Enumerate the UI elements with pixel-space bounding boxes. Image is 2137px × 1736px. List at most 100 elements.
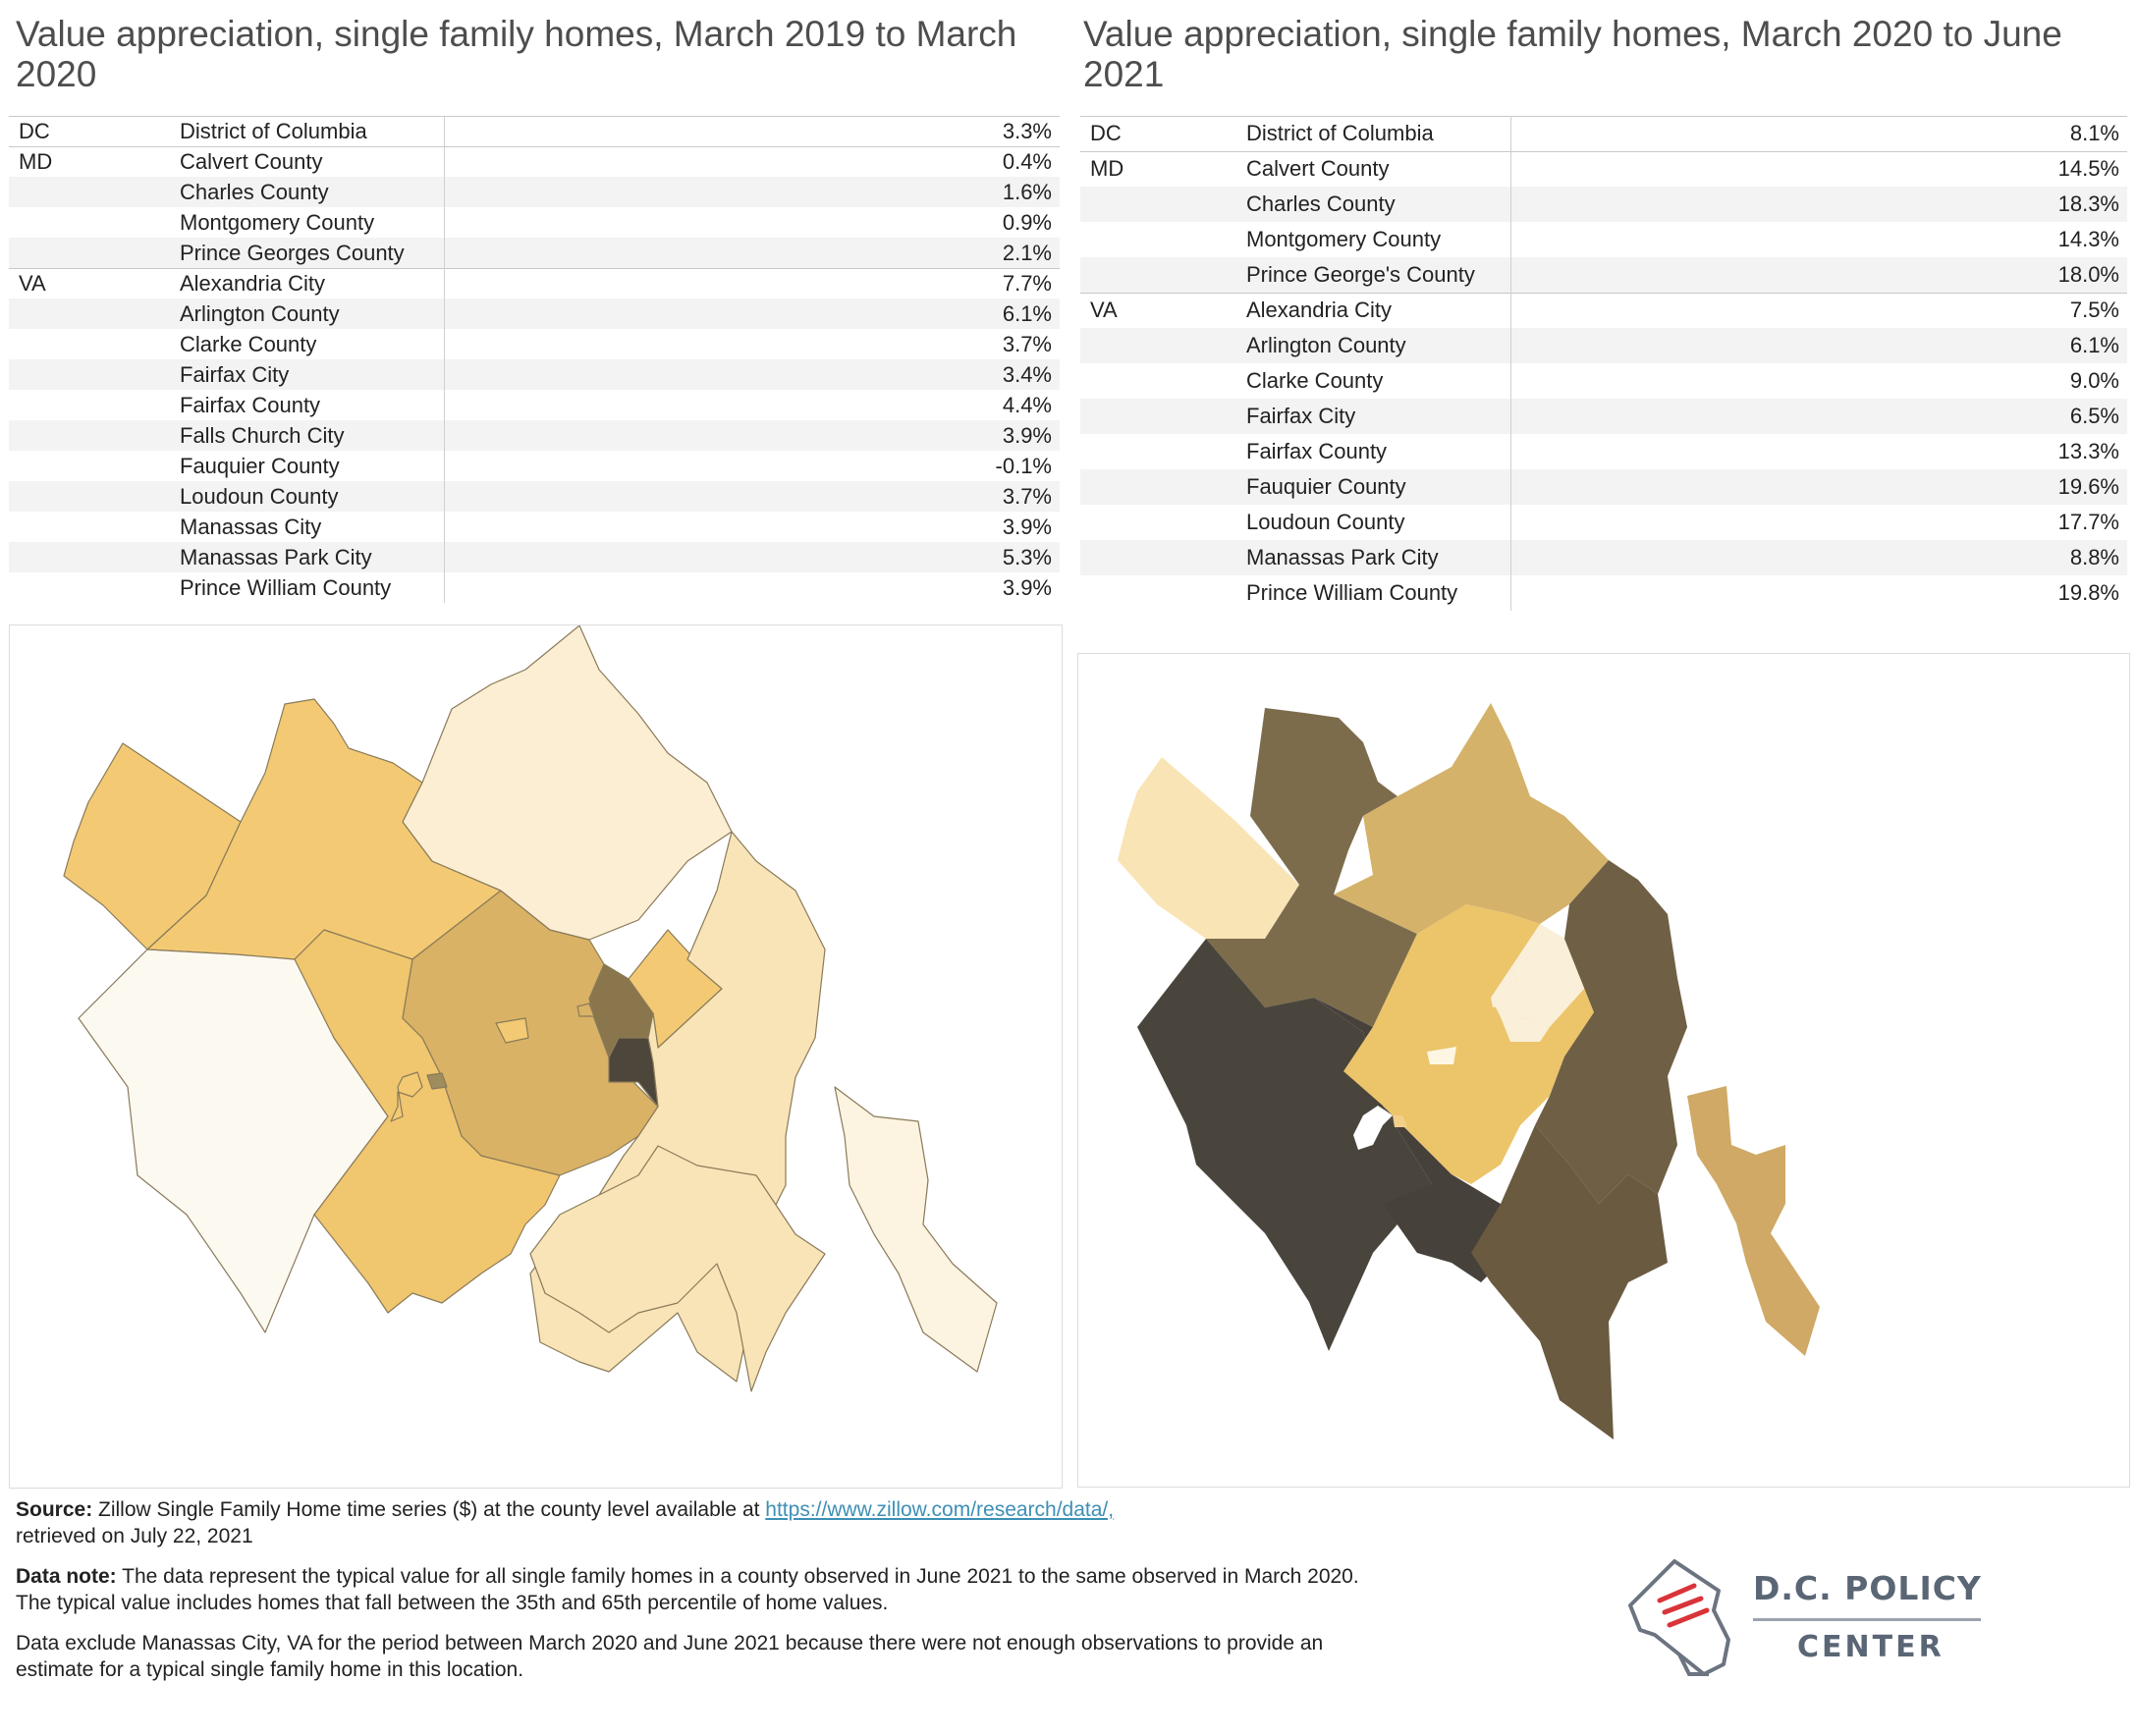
county-name: Loudoun County (1246, 510, 1405, 534)
map-calvert (834, 1086, 998, 1373)
county-value: 6.1% (2069, 333, 2119, 357)
logo-divider (1753, 1618, 1981, 1621)
map-clarke-r (1118, 757, 1299, 939)
county-value: -0.1% (995, 454, 1052, 478)
group-separator (9, 268, 1060, 269)
table-row: Fairfax City 3.4% (9, 359, 1060, 390)
county-name: Clarke County (180, 332, 317, 356)
county-value: 4.4% (1002, 393, 1052, 417)
county-name: Clarke County (1246, 368, 1384, 393)
county-name: Fauquier County (1246, 474, 1406, 499)
county-value: 5.3% (1002, 545, 1052, 570)
county-value: 18.0% (2057, 262, 2119, 287)
table-row: Calvert County 0.4% (9, 146, 1060, 177)
table-row: Clarke County 9.0% (1080, 363, 2127, 399)
county-name: Fairfax County (180, 393, 321, 417)
county-value: 3.4% (1002, 362, 1052, 387)
source-link[interactable]: https://www.zillow.com/research/data/, (765, 1498, 1115, 1521)
county-name: Falls Church City (180, 423, 345, 448)
table-row: Fairfax County 4.4% (9, 390, 1060, 420)
county-value: 19.6% (2057, 474, 2119, 499)
county-name: Calvert County (180, 149, 323, 174)
county-value: 7.7% (1002, 271, 1052, 296)
county-name: Prince William County (1246, 580, 1458, 605)
map-montgomery (402, 625, 733, 941)
table-top-rule (9, 116, 1060, 117)
table-row: District of Columbia 3.3% (9, 116, 1060, 146)
table-row: Fauquier County 19.6% (1080, 469, 2127, 505)
table-row: District of Columbia 8.1% (1080, 116, 2127, 151)
left-table: DC District of Columbia 3.3% MD Calvert Coun… (9, 116, 1060, 607)
map-manassas (390, 1071, 423, 1122)
table-row: Loudoun County 3.7% (9, 481, 1060, 512)
logo-line2: CENTER (1797, 1630, 1945, 1664)
county-name: Fauquier County (180, 454, 340, 478)
table-row: Charles County 18.3% (1080, 187, 2127, 222)
table-row: Alexandria City 7.7% (9, 268, 1060, 298)
footer-source: Source: Zillow Single Family Home time s… (16, 1496, 1371, 1549)
county-name: District of Columbia (180, 119, 367, 143)
footer-data-note: Data note: The data represent the typica… (16, 1563, 1371, 1616)
right-table: DC District of Columbia 8.1% MD Calvert Coun… (1080, 116, 2127, 615)
table-row: Fairfax County 13.3% (1080, 434, 2127, 469)
map-fairfax-city (495, 1017, 529, 1044)
table-row: Montgomery County 14.3% (1080, 222, 2127, 257)
state-label: DC (1090, 121, 1122, 145)
county-name: Fairfax City (180, 362, 290, 387)
group-separator (1080, 151, 2127, 152)
table-row: Prince William County 19.8% (1080, 575, 2127, 611)
county-name: Montgomery County (1246, 227, 1442, 251)
map-prince-georges-r (1535, 860, 1687, 1204)
county-value: 3.9% (1002, 515, 1052, 539)
state-label: MD (1090, 156, 1124, 181)
county-value: 3.9% (1002, 575, 1052, 600)
group-separator (1080, 293, 2127, 294)
map-clarke (63, 742, 242, 950)
source-text: Zillow Single Family Home time series ($… (92, 1498, 766, 1521)
county-name: Calvert County (1246, 156, 1390, 181)
county-value: 3.3% (1002, 119, 1052, 143)
footer-exclusion: Data exclude Manassas City, VA for the p… (16, 1630, 1371, 1683)
county-name: Prince William County (180, 575, 392, 600)
county-value: 7.5% (2069, 298, 2119, 322)
capitol-map-icon (1628, 1559, 1730, 1676)
right-map-svg (1118, 703, 1820, 1439)
map-alexandria-r (1501, 1017, 1550, 1042)
state-label: VA (19, 271, 46, 296)
county-name: Fairfax City (1246, 404, 1356, 428)
county-name: Loudoun County (180, 484, 339, 509)
table-row: Clarke County 3.7% (9, 329, 1060, 359)
map-loudoun-r (1206, 708, 1417, 1027)
right-title: Value appreciation, single family homes,… (1083, 14, 2062, 94)
county-value: 0.4% (1002, 149, 1052, 174)
county-value: 19.8% (2057, 580, 2119, 605)
county-value: 1.6% (1002, 180, 1052, 204)
table-row: Fauquier County -0.1% (9, 451, 1060, 481)
source-label: Source: (16, 1498, 93, 1521)
county-value: 6.5% (2069, 404, 2119, 428)
map-manassas-r (1353, 1106, 1393, 1150)
table-row: Montgomery County 0.9% (9, 207, 1060, 238)
column-divider (1510, 116, 1511, 611)
table-row: Manassas Park City 5.3% (9, 542, 1060, 572)
group-separator (9, 146, 1060, 147)
table-row: Arlington County 6.1% (1080, 328, 2127, 363)
source-tail: retrieved on July 22, 2021 (16, 1525, 253, 1547)
county-value: 8.8% (2069, 545, 2119, 570)
table-row: Alexandria City 7.5% (1080, 293, 2127, 328)
map-manassas-park-r (1393, 1115, 1407, 1127)
table-row: Prince Georges County 2.1% (9, 238, 1060, 268)
note-text: The data represent the typical value for… (16, 1565, 1359, 1614)
column-divider (444, 116, 445, 603)
dc-policy-center-logo: D.C. POLICY CENTER (1620, 1551, 1994, 1689)
map-dc-r (1510, 924, 1594, 1027)
county-name: Prince George's County (1246, 262, 1475, 287)
state-label: DC (19, 119, 50, 143)
county-value: 3.7% (1002, 484, 1052, 509)
county-name: Arlington County (1246, 333, 1406, 357)
county-value: 3.7% (1002, 332, 1052, 356)
county-name: Manassas Park City (1246, 545, 1439, 570)
logo-line1: D.C. POLICY (1753, 1569, 1982, 1607)
table-row: Manassas City 3.9% (9, 512, 1060, 542)
table-row: Manassas Park City 8.8% (1080, 540, 2127, 575)
